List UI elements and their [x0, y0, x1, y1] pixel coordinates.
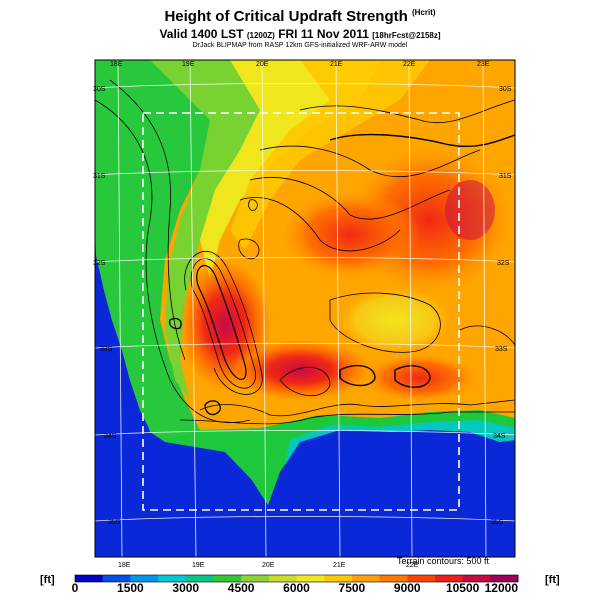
subtitle-date: FRI 11 Nov 2011 — [278, 27, 369, 41]
colorbar-swatch — [158, 575, 187, 582]
colorbar-swatch — [351, 575, 381, 582]
coastal-green-band — [145, 410, 515, 505]
lat-label: 35S — [108, 519, 121, 526]
colorbar-labels: 0 1500 3000 4500 6000 7500 9000 10500 12000 — [72, 581, 519, 595]
lat-label: 35S — [491, 519, 504, 526]
west-lightgreen-region — [150, 60, 270, 400]
title-text: Height of Critical Updraft Strength — [164, 8, 408, 25]
colorbar-tick-label: 4500 — [228, 581, 255, 595]
colorbar-swatch — [75, 575, 104, 582]
colorbar-tick-label: 1500 — [117, 581, 144, 595]
map-field — [95, 60, 515, 557]
lat-label: 32S — [93, 260, 106, 267]
lon-label: 19E — [182, 61, 195, 68]
lat-label: 34S — [493, 433, 506, 440]
colorbar-frame — [74, 574, 519, 583]
colorbar-unit-left: [ft] — [40, 574, 55, 586]
title-suffix: (Hcrit) — [411, 8, 436, 17]
colorbar-swatch — [102, 575, 131, 582]
lat-label: 31S — [93, 173, 106, 180]
colorbar-swatch — [490, 575, 519, 582]
lat-label: 32S — [497, 260, 510, 267]
lon-labels-bottom: 18E 19E 20E 21E 22E — [118, 562, 419, 569]
lon-label: 22E — [406, 562, 419, 569]
lat-label: 30S — [93, 86, 106, 93]
colorbar-tick-label: 6000 — [283, 581, 310, 595]
colorbar-swatch — [268, 575, 297, 582]
colorbar-unit-right: [ft] — [545, 574, 560, 586]
colorbar — [74, 574, 519, 583]
colorbar-swatch — [379, 575, 408, 582]
lat-label: 31S — [499, 173, 512, 180]
colorbar-swatch — [434, 575, 464, 582]
terrain-contour-note: Terrain contours: 500 ft — [397, 556, 490, 566]
lon-label: 21E — [333, 562, 346, 569]
lon-label: 20E — [262, 562, 275, 569]
colorbar-swatch — [462, 575, 491, 582]
lon-label: 23E — [477, 61, 490, 68]
colorbar-tick-label: 0 — [72, 581, 79, 595]
subtitle-valid: Valid 1400 LST — [159, 27, 244, 41]
lon-labels-top: 18E 19E 20E 21E 22E 23E — [110, 61, 490, 68]
colorbar-swatch — [241, 575, 270, 582]
colorbar-tick-label: 7500 — [339, 581, 366, 595]
southeast-hotspot — [360, 353, 480, 403]
lon-label: 18E — [118, 562, 131, 569]
south-hotspot — [230, 340, 370, 400]
colorbar-swatch — [130, 575, 159, 582]
subtitle-utc: (1200Z) — [246, 31, 275, 40]
lon-label: 20E — [256, 61, 269, 68]
subtitle: Valid 1400 LST (1200Z) FRI 11 Nov 2011 [… — [0, 27, 600, 41]
lon-label: 22E — [403, 61, 416, 68]
lat-label: 34S — [104, 433, 117, 440]
central-hot-zone — [280, 190, 420, 280]
colorbar-swatch — [324, 575, 353, 582]
lat-label: 33S — [495, 346, 508, 353]
light-orange-region — [230, 60, 430, 250]
map-frame — [94, 59, 516, 558]
lat-label: 30S — [499, 86, 512, 93]
colorbar-swatch — [407, 575, 436, 582]
colorbar-tick-label: 10500 — [446, 581, 480, 595]
colorbar-tick-label: 9000 — [394, 581, 421, 595]
lat-labels-left: 30S 31S 32S 33S 34S 35S — [93, 86, 121, 526]
colorbar-swatch — [213, 575, 242, 582]
lon-label: 19E — [192, 562, 205, 569]
east-yellow-blob — [340, 288, 450, 352]
northeast-spot — [445, 180, 495, 240]
colorbar-swatch — [185, 575, 214, 582]
colorbar-swatch — [296, 575, 325, 582]
inner-domain-box — [142, 112, 460, 511]
lat-label: 33S — [100, 346, 113, 353]
colorbar-tick-label: 3000 — [172, 581, 199, 595]
lon-label: 21E — [330, 61, 343, 68]
chart-title: Height of Critical Updraft Strength (Hcr… — [0, 8, 600, 25]
subtitle-fcst: [18hrFcst@2158z] — [372, 31, 441, 40]
lat-labels-right: 30S 31S 32S 33S 34S 35S — [491, 86, 512, 526]
west-green-region — [95, 60, 215, 440]
credit-line: DrJack BLIPMAP from RASP 12km GFS-initia… — [192, 42, 408, 49]
coastal-cyan-band — [285, 420, 515, 465]
colorbar-tick-label: 12000 — [485, 581, 519, 595]
lon-label: 18E — [110, 61, 123, 68]
